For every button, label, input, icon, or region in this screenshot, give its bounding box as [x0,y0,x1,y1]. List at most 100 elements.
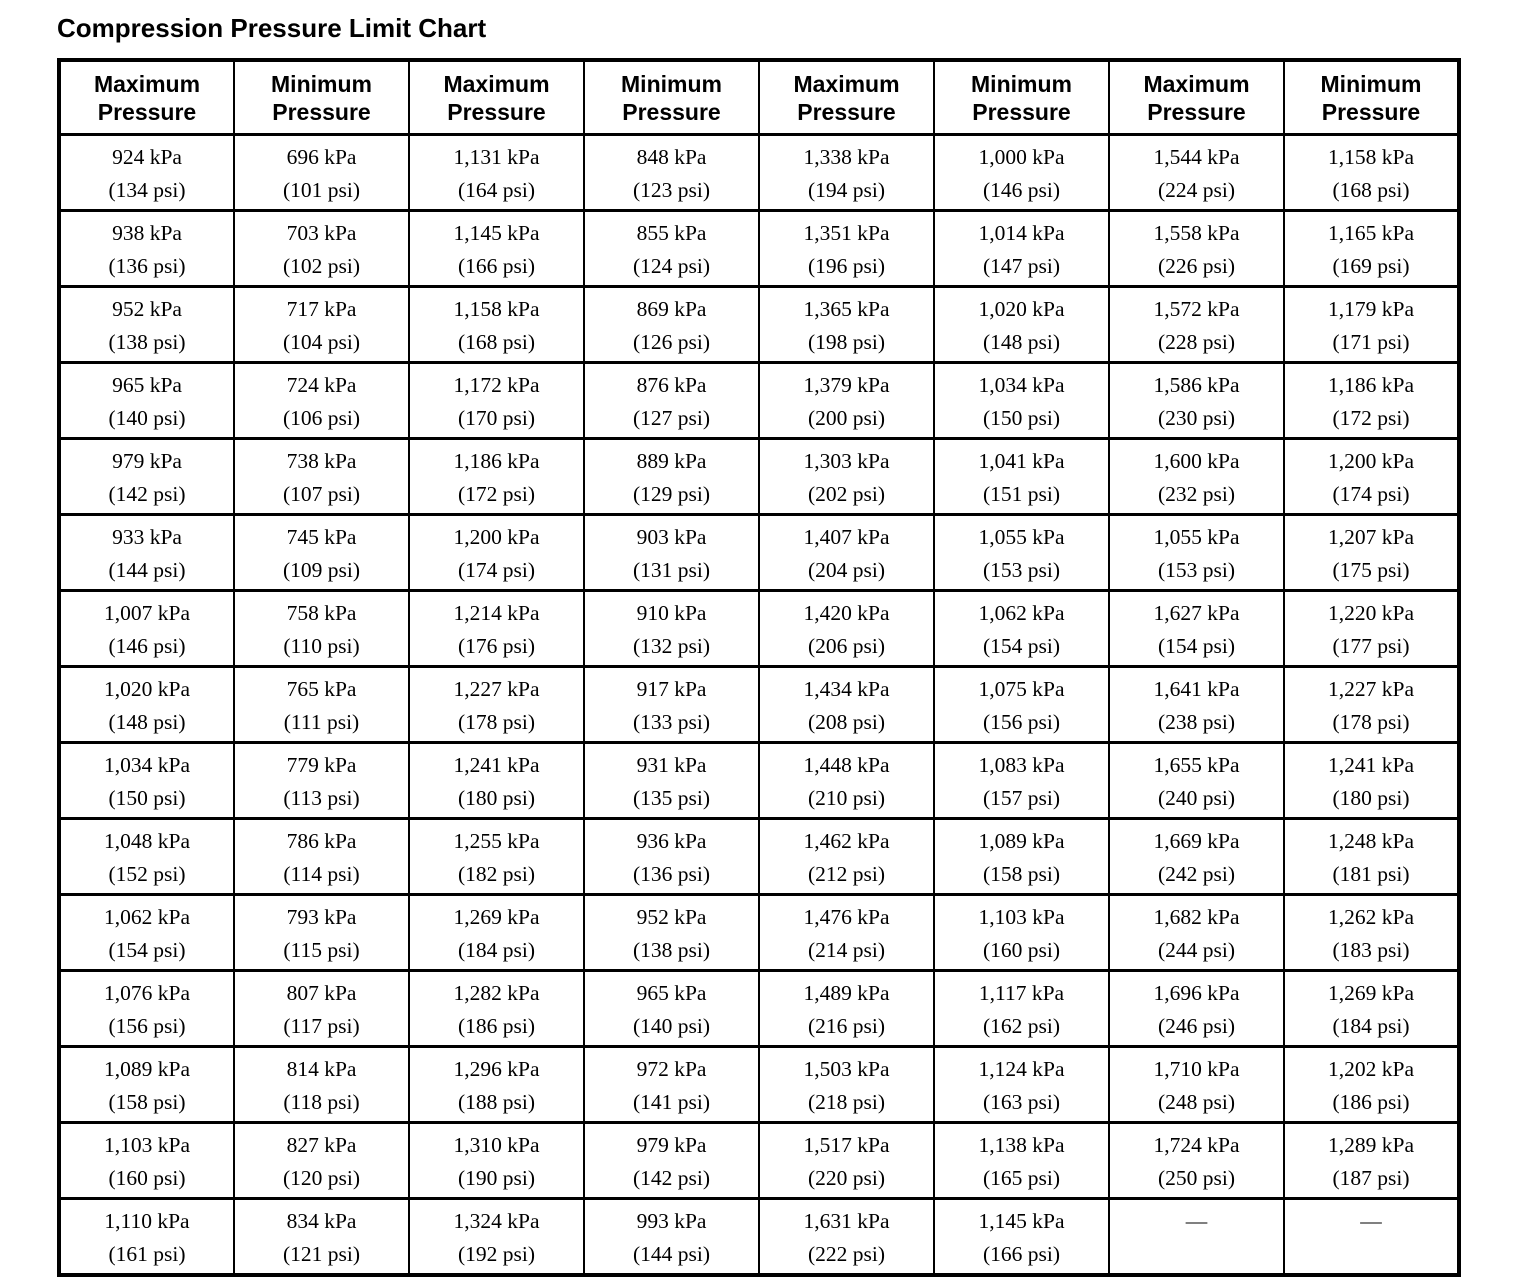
kpa-value: 1,076 kPa [104,980,190,1005]
kpa-value: 1,172 kPa [453,372,540,397]
pressure-cell: 1,089 kPa (158 psi) [58,1045,235,1124]
psi-value: (110 psi) [283,633,360,658]
table-row: 952 kPa (138 psi) 717 kPa (104 psi) 1,158 kP… [58,285,1460,364]
pressure-cell: 1,138 kPa (165 psi) [933,1121,1110,1200]
psi-value: (152 psi) [108,861,186,886]
pressure-cell: 1,014 kPa (147 psi) [933,209,1110,288]
pressure-cell: 952 kPa (138 psi) [58,285,235,364]
pressure-cell: 876 kPa (127 psi) [583,361,760,440]
pressure-cell: 786 kPa (114 psi) [233,817,410,896]
kpa-value: 1,165 kPa [1328,220,1414,245]
psi-value: (117 psi) [283,1013,360,1038]
table-row: 938 kPa (136 psi) 703 kPa (102 psi) 1,145 kP… [58,209,1460,288]
psi-value: (186 psi) [1332,1089,1410,1114]
psi-value: (148 psi) [982,329,1061,354]
psi-value: (153 psi) [982,557,1061,582]
psi-value: (115 psi) [283,937,360,962]
kpa-value: 1,655 kPa [1153,752,1240,777]
psi-value: (141 psi) [632,1089,711,1114]
pressure-cell: 1,220 kPa (177 psi) [1283,589,1460,668]
psi-value [1293,1238,1449,1271]
pressure-cell: — [1108,1197,1285,1277]
kpa-value: 1,503 kPa [803,1056,890,1081]
psi-value: (198 psi) [807,329,886,354]
psi-value: (232 psi) [1157,481,1236,506]
kpa-value: 1,669 kPa [1153,828,1240,853]
pressure-cell: 1,227 kPa (178 psi) [408,665,585,744]
kpa-value: 938 kPa [112,220,182,245]
kpa-value: 1,269 kPa [453,904,540,929]
pressure-cell: 931 kPa (135 psi) [583,741,760,820]
kpa-value: 1,075 kPa [978,676,1065,701]
kpa-value: 1,696 kPa [1153,980,1240,1005]
pressure-cell: 1,420 kPa (206 psi) [758,589,935,668]
psi-value: (208 psi) [807,709,886,734]
pressure-cell: 1,165 kPa (169 psi) [1283,209,1460,288]
kpa-value: 924 kPa [112,144,182,169]
kpa-value: 1,289 kPa [1328,1132,1414,1157]
kpa-value: 1,631 kPa [803,1208,890,1233]
pressure-cell: 1,282 kPa (186 psi) [408,969,585,1048]
psi-value: (153 psi) [1157,557,1236,582]
psi-value: (142 psi) [632,1165,711,1190]
psi-value: (157 psi) [982,785,1061,810]
psi-value: (182 psi) [457,861,536,886]
pressure-cell: 1,586 kPa (230 psi) [1108,361,1285,440]
psi-value: (174 psi) [457,557,536,582]
kpa-value: 1,586 kPa [1153,372,1240,397]
pressure-cell: 1,682 kPa (244 psi) [1108,893,1285,972]
kpa-value: 1,641 kPa [1153,676,1240,701]
kpa-value: 1,682 kPa [1153,904,1240,929]
pressure-cell: 917 kPa (133 psi) [583,665,760,744]
psi-value: (200 psi) [807,405,886,430]
kpa-value: 807 kPa [286,980,357,1005]
pressure-cell: 1,103 kPa (160 psi) [933,893,1110,972]
kpa-value: 758 kPa [286,600,357,625]
page-title: Compression Pressure Limit Chart [57,13,487,43]
pressure-cell: 903 kPa (131 psi) [583,513,760,592]
psi-value: (230 psi) [1157,405,1236,430]
pressure-cell: 1,214 kPa (176 psi) [408,589,585,668]
pressure-cell: 1,379 kPa (200 psi) [758,361,935,440]
pressure-cell: 855 kPa (124 psi) [583,209,760,288]
psi-value: (224 psi) [1157,177,1236,202]
psi-value: (165 psi) [982,1165,1061,1190]
table-row: 1,062 kPa (154 psi) 793 kPa (115 psi) 1,269 … [58,893,1460,972]
kpa-value: 1,200 kPa [1328,448,1414,473]
kpa-value: 1,034 kPa [104,752,190,777]
pressure-cell: 1,600 kPa (232 psi) [1108,437,1285,516]
table-row: 1,048 kPa (152 psi) 786 kPa (114 psi) 1,255 … [58,817,1460,896]
psi-value: (196 psi) [807,253,886,278]
pressure-cell: 1,055 kPa (153 psi) [933,513,1110,592]
pressure-cell: 1,145 kPa (166 psi) [933,1197,1110,1277]
psi-value: (222 psi) [807,1241,886,1266]
kpa-value: 1,103 kPa [978,904,1065,929]
psi-value: (114 psi) [283,861,360,886]
pressure-cell: 1,089 kPa (158 psi) [933,817,1110,896]
psi-value: (156 psi) [982,709,1061,734]
psi-value: (181 psi) [1332,861,1410,886]
pressure-cell: 827 kPa (120 psi) [233,1121,410,1200]
kpa-value: 1,248 kPa [1328,828,1414,853]
psi-value: (146 psi) [982,177,1061,202]
pressure-cell: 1,241 kPa (180 psi) [1283,741,1460,820]
psi-value: (154 psi) [982,633,1061,658]
table-row: 1,007 kPa (146 psi) 758 kPa (110 psi) 1,214 … [58,589,1460,668]
kpa-value: 1,014 kPa [978,220,1065,245]
pressure-cell: 1,324 kPa (192 psi) [408,1197,585,1277]
psi-value: (194 psi) [807,177,886,202]
psi-value: (123 psi) [632,177,711,202]
pressure-cell: 1,062 kPa (154 psi) [58,893,235,972]
kpa-value: 738 kPa [286,448,357,473]
psi-value: (140 psi) [108,405,186,430]
psi-value: (183 psi) [1332,937,1410,962]
psi-value: (210 psi) [807,785,886,810]
pressure-cell: 1,075 kPa (156 psi) [933,665,1110,744]
kpa-value: 972 kPa [636,1056,707,1081]
psi-value: (160 psi) [982,937,1061,962]
pressure-cell: 1,034 kPa (150 psi) [58,741,235,820]
pressure-cell: 793 kPa (115 psi) [233,893,410,972]
kpa-value: 1,158 kPa [453,296,540,321]
psi-value: (150 psi) [108,785,186,810]
table-row: 1,110 kPa (161 psi) 834 kPa (121 psi) 1,324 … [58,1197,1460,1277]
